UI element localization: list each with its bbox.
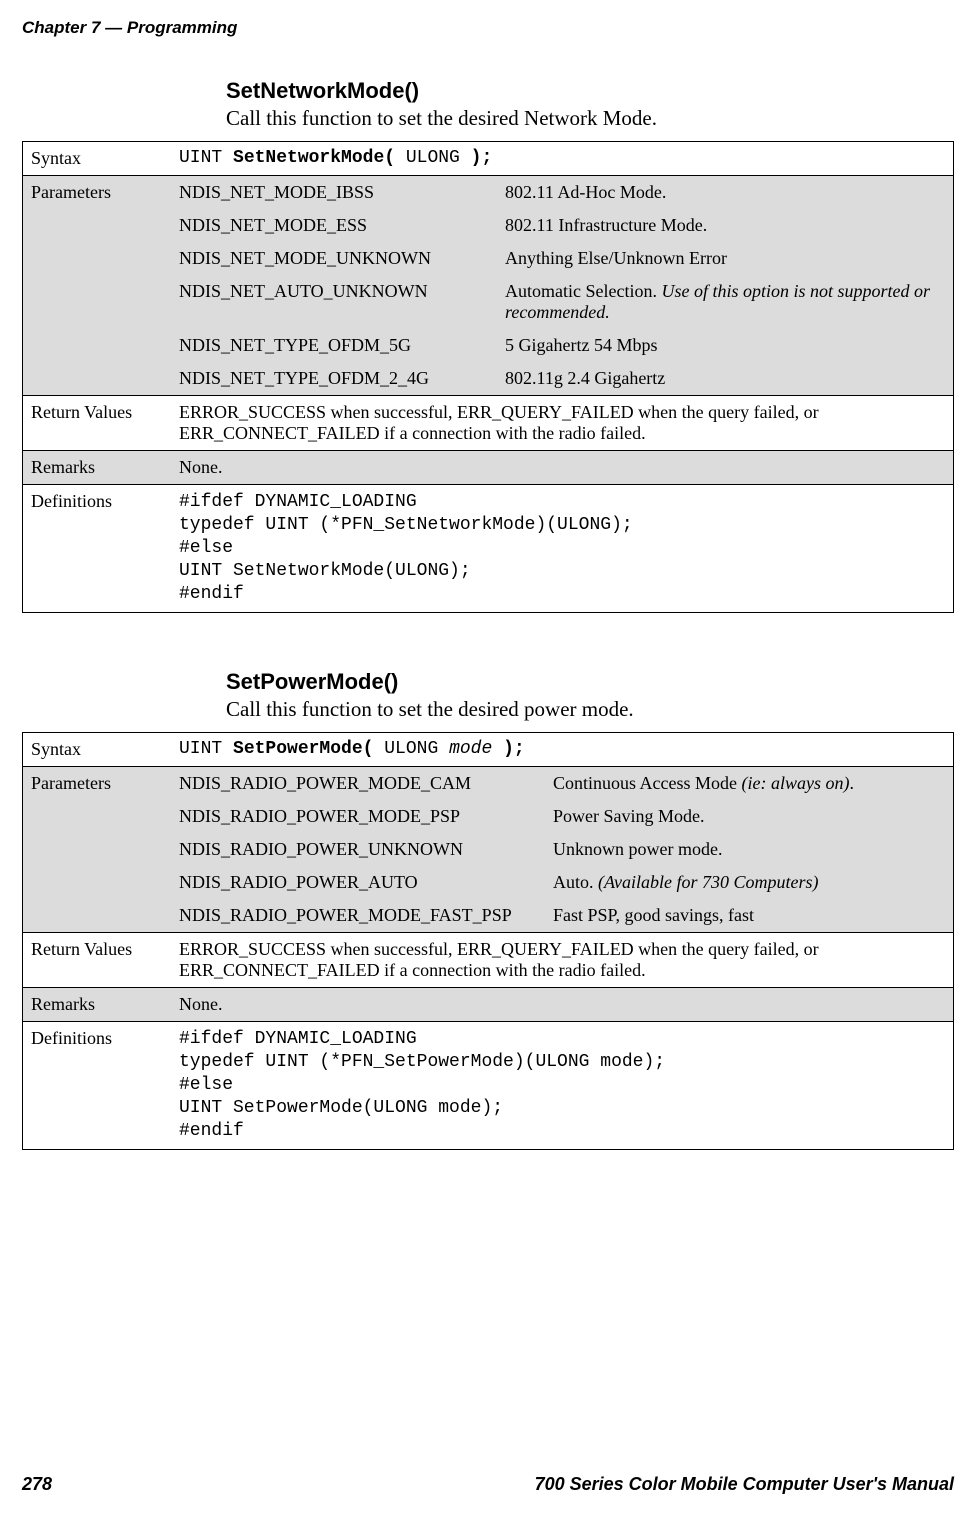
- param-name: NDIS_NET_AUTO_UNKNOWN: [171, 275, 497, 329]
- footer: 278 700 Series Color Mobile Computer Use…: [22, 1474, 954, 1495]
- label-return-values: Return Values: [23, 396, 172, 451]
- param-desc: Fast PSP, good savings, fast: [545, 899, 954, 933]
- param-desc: Continuous Access Mode (ie: always on).: [545, 767, 954, 801]
- remarks-text: None.: [171, 451, 954, 485]
- api-table-setpowermode: Syntax UINT SetPowerMode( ULONG mode ); …: [22, 732, 954, 1150]
- label-parameters: Parameters: [23, 176, 172, 210]
- param-desc: Anything Else/Unknown Error: [497, 242, 954, 275]
- param-name: NDIS_NET_TYPE_OFDM_5G: [171, 329, 497, 362]
- param-name: NDIS_NET_MODE_UNKNOWN: [171, 242, 497, 275]
- syntax-text: UINT SetPowerMode( ULONG mode );: [171, 733, 954, 767]
- param-name: NDIS_NET_MODE_IBSS: [171, 176, 497, 210]
- label-definitions: Definitions: [23, 485, 172, 613]
- param-name: NDIS_NET_TYPE_OFDM_2_4G: [171, 362, 497, 396]
- label-parameters: Parameters: [23, 767, 172, 801]
- param-desc: 802.11g 2.4 Gigahertz: [497, 362, 954, 396]
- definitions-code: #ifdef DYNAMIC_LOADING typedef UINT (*PF…: [179, 1028, 945, 1143]
- page: Chapter 7 — Programming SetNetworkMode()…: [0, 0, 977, 1519]
- running-head: Chapter 7 — Programming: [22, 18, 237, 38]
- param-name: NDIS_RADIO_POWER_UNKNOWN: [171, 833, 545, 866]
- param-name: NDIS_NET_MODE_ESS: [171, 209, 497, 242]
- page-number: 278: [22, 1474, 52, 1495]
- param-desc: Automatic Selection. Use of this option …: [497, 275, 954, 329]
- definitions-code: #ifdef DYNAMIC_LOADING typedef UINT (*PF…: [179, 491, 945, 606]
- param-desc: Power Saving Mode.: [545, 800, 954, 833]
- label-remarks: Remarks: [23, 451, 172, 485]
- chapter-label: Chapter 7: [22, 18, 100, 37]
- section-title: SetNetworkMode(): [226, 78, 954, 104]
- section-subtitle: Call this function to set the desired po…: [226, 697, 954, 722]
- label-syntax: Syntax: [23, 142, 172, 176]
- param-desc: Auto. (Available for 730 Computers): [545, 866, 954, 899]
- param-desc: 802.11 Ad-Hoc Mode.: [497, 176, 954, 210]
- section-label: Programming: [127, 18, 238, 37]
- param-name: NDIS_RADIO_POWER_AUTO: [171, 866, 545, 899]
- param-name: NDIS_RADIO_POWER_MODE_CAM: [171, 767, 545, 801]
- footer-title: 700 Series Color Mobile Computer User's …: [535, 1474, 954, 1495]
- param-name: NDIS_RADIO_POWER_MODE_PSP: [171, 800, 545, 833]
- return-values-text: ERROR_SUCCESS when successful, ERR_QUERY…: [171, 396, 954, 451]
- syntax-text: UINT SetNetworkMode( ULONG );: [171, 142, 954, 176]
- api-table-setnetworkmode: Syntax UINT SetNetworkMode( ULONG ); Par…: [22, 141, 954, 613]
- param-desc: 802.11 Infrastructure Mode.: [497, 209, 954, 242]
- label-remarks: Remarks: [23, 988, 172, 1022]
- dash: —: [100, 18, 126, 37]
- param-desc: Unknown power mode.: [545, 833, 954, 866]
- content: SetNetworkMode() Call this function to s…: [22, 78, 954, 1206]
- param-name: NDIS_RADIO_POWER_MODE_FAST_PSP: [171, 899, 545, 933]
- section-subtitle: Call this function to set the desired Ne…: [226, 106, 954, 131]
- label-syntax: Syntax: [23, 733, 172, 767]
- param-desc: 5 Gigahertz 54 Mbps: [497, 329, 954, 362]
- remarks-text: None.: [171, 988, 954, 1022]
- section-title: SetPowerMode(): [226, 669, 954, 695]
- label-return-values: Return Values: [23, 933, 172, 988]
- label-definitions: Definitions: [23, 1022, 172, 1150]
- return-values-text: ERROR_SUCCESS when successful, ERR_QUERY…: [171, 933, 954, 988]
